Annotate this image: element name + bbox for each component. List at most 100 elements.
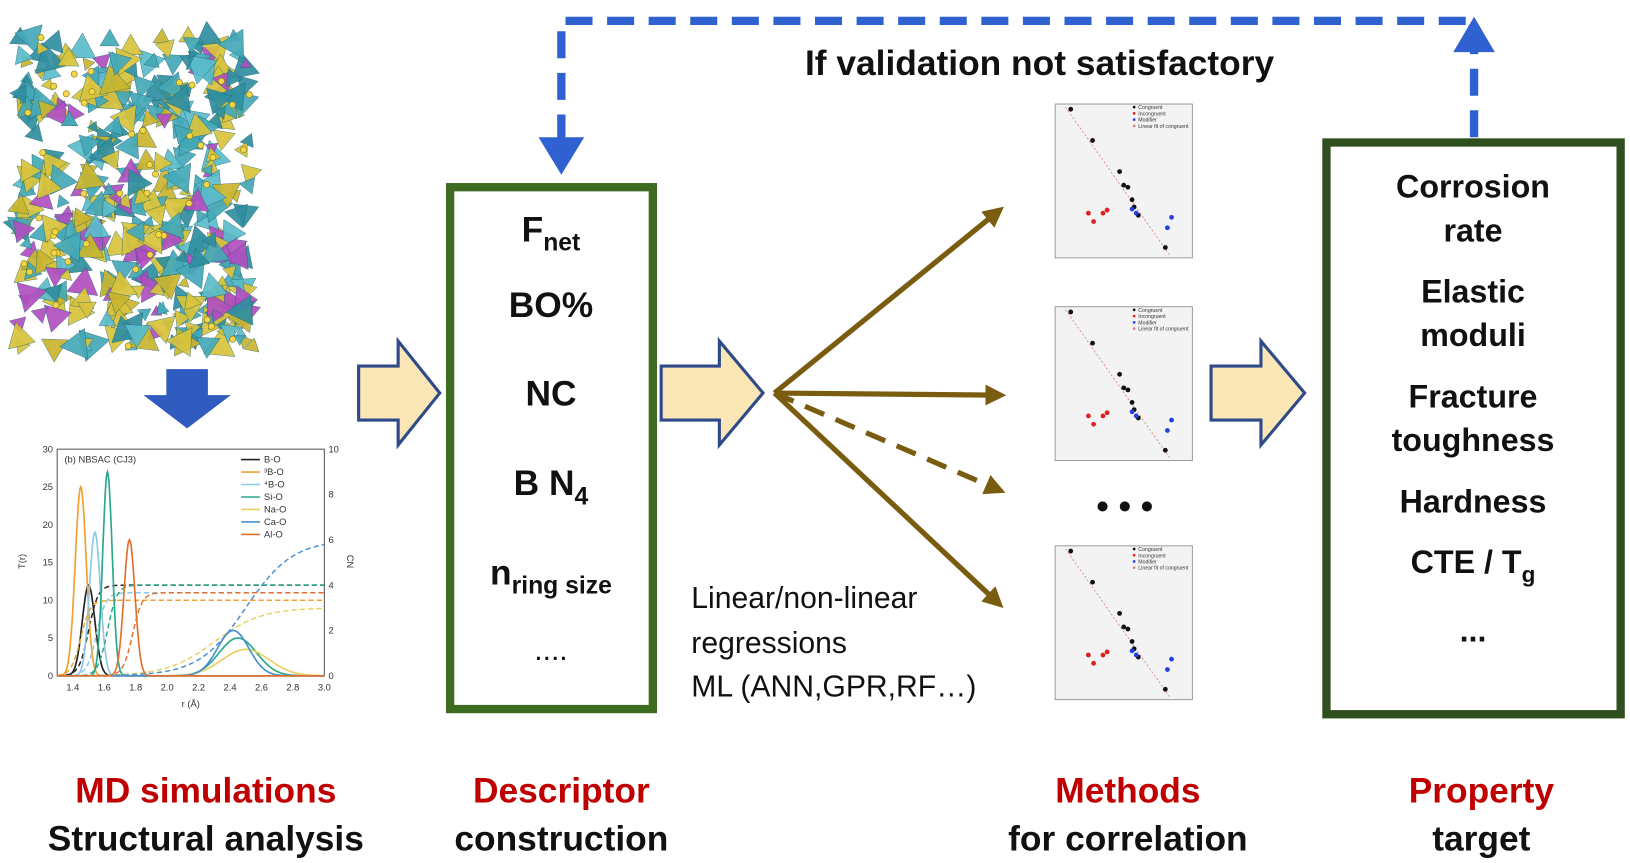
legend-swatch	[1133, 321, 1136, 324]
scatter-point	[1105, 410, 1110, 415]
caption-subtitle: construction	[454, 819, 668, 858]
property: ...	[1460, 612, 1487, 648]
y2-tick-label: 8	[328, 490, 333, 500]
property: Elastic	[1421, 274, 1525, 310]
method-line: regressions	[691, 627, 847, 660]
x-tick-label: 2.0	[161, 682, 174, 692]
scatter-point	[1165, 667, 1170, 672]
scatter-point	[1163, 245, 1168, 250]
molecule-atom	[147, 161, 153, 167]
x-tick-label: 1.4	[66, 682, 79, 692]
molecule-atom	[26, 269, 32, 275]
down-arrow	[143, 369, 230, 428]
molecule-atom	[187, 133, 193, 139]
scatter-point	[1163, 687, 1168, 692]
molecule-atom	[246, 92, 252, 98]
molecule-atom	[81, 190, 87, 196]
scatter-point	[1091, 219, 1096, 224]
molecule-atom	[203, 182, 209, 188]
molecule-atom	[140, 127, 146, 133]
scatter-point	[1101, 211, 1106, 216]
scatter-point	[1169, 418, 1174, 423]
molecule-shape	[31, 307, 47, 323]
descriptor-box	[450, 187, 653, 709]
molecule-atom	[204, 317, 210, 323]
legend-label: Modifier	[1138, 560, 1157, 566]
scatter-point	[1130, 207, 1135, 212]
descriptor: Fnet	[522, 210, 581, 256]
legend-swatch	[1133, 560, 1136, 563]
molecule-atom	[198, 142, 204, 148]
method-line: Linear/non-linear	[691, 582, 917, 615]
descriptor: NC	[525, 375, 576, 414]
molecule-atom	[38, 34, 44, 40]
diagram: B-O³B-O⁴B-OSi-ONa-OCa-OAl-O(b) NBSAC (CJ…	[0, 0, 1630, 863]
scatter-point	[1117, 169, 1122, 174]
flow-arrow	[1211, 341, 1305, 445]
scatter-point	[1117, 372, 1122, 377]
molecule-atom	[36, 215, 42, 221]
rdf-plot: B-O³B-O⁴B-OSi-ONa-OCa-OAl-O(b) NBSAC (CJ…	[17, 444, 355, 709]
descriptor: nring size	[490, 553, 612, 599]
molecule-shape	[100, 29, 119, 46]
scatter-point	[1101, 653, 1106, 658]
legend-label: B-O	[264, 455, 281, 465]
scatter-point	[1090, 138, 1095, 143]
molecule-atom	[189, 82, 195, 88]
y-axis-label: T(r)	[17, 554, 27, 569]
scatter-point	[1169, 657, 1174, 662]
molecule-atom	[144, 190, 150, 196]
legend-label: Modifier	[1138, 320, 1157, 326]
legend-label: Modifier	[1138, 118, 1157, 124]
feedback-line	[561, 21, 1474, 156]
descriptor: B N4	[514, 464, 589, 510]
descriptor-base: NC	[525, 375, 576, 414]
legend-swatch	[1133, 106, 1136, 109]
molecule-atom	[218, 78, 224, 84]
scatter-point	[1126, 185, 1131, 190]
x-tick-label: 1.6	[98, 682, 111, 692]
method-arrows	[774, 213, 995, 601]
molecule-atom	[176, 79, 182, 85]
y2-axis-label: CN	[345, 555, 355, 569]
descriptor-base: BO%	[509, 286, 593, 325]
method-arrow	[774, 393, 995, 601]
y-tick-label: 30	[43, 444, 53, 454]
molecule-atom	[51, 250, 57, 256]
scatter-point	[1086, 211, 1091, 216]
molecule-atom	[186, 200, 192, 206]
descriptor-base: F	[522, 210, 544, 249]
method-arrow	[774, 393, 995, 489]
legend-label: Congruent	[1138, 308, 1163, 314]
molecule-atom	[230, 336, 236, 342]
caption-title: Descriptor	[473, 772, 650, 811]
molecule-atom	[152, 171, 158, 177]
legend-label: Linear fit of congruent	[1138, 124, 1189, 130]
legend-swatch	[1133, 309, 1136, 312]
y-tick-label: 0	[48, 671, 53, 681]
y-tick-label: 25	[43, 482, 53, 492]
scatter-point	[1105, 649, 1110, 654]
caption-title: MD simulations	[75, 772, 336, 811]
scatter-point	[1090, 580, 1095, 585]
method-arrow	[774, 213, 995, 393]
legend-label: Incongruent	[1138, 553, 1166, 559]
legend-label: ³B-O	[264, 467, 284, 477]
property-base: CTE / T	[1411, 544, 1522, 580]
x-tick-label: 2.2	[192, 682, 205, 692]
more-dots: • • •	[1096, 487, 1153, 526]
scatter-point	[1117, 611, 1122, 616]
scatter-point	[1068, 107, 1073, 112]
molecule-atom	[52, 229, 58, 235]
caption-title: Methods	[1055, 772, 1200, 811]
x-tick-label: 2.6	[255, 682, 268, 692]
molecule-atom	[229, 102, 235, 108]
molecule-atom	[117, 190, 123, 196]
scatter-point	[1121, 625, 1126, 630]
scatter-point	[1105, 208, 1110, 213]
property-sub: g	[1522, 562, 1536, 587]
y2-tick-label: 10	[328, 444, 338, 454]
y2-tick-label: 0	[328, 671, 333, 681]
scatter-point	[1165, 428, 1170, 433]
